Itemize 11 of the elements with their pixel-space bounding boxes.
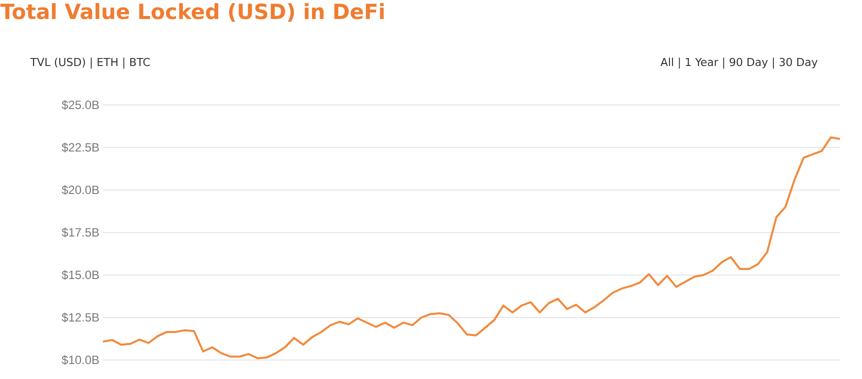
text: TVL (USD) | ETH | BTC [30,58,150,69]
y-tick-label: $17.5B [62,228,99,238]
y-tick-label: $25.0B [62,100,99,110]
y-tick-label: $15.0B [62,270,99,280]
text: All | 1 Year | 90 Day | 30 Day [660,58,818,69]
y-tick-label: $10.0B [62,355,99,365]
y-tick-label: $12.5B [62,312,99,322]
y-tick-label: $22.5B [62,142,99,152]
line-series [102,136,842,360]
y-tick-label: $20.0B [62,185,99,195]
chart-title: Total Value Locked (USD) in DeFi [0,3,384,22]
